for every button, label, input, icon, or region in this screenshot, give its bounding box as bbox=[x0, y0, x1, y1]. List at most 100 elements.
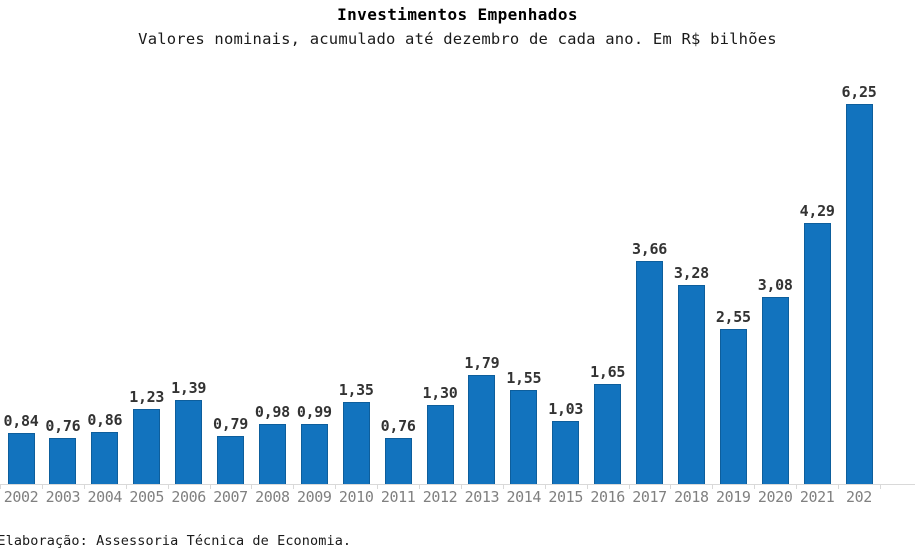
bar-rect[interactable] bbox=[803, 223, 831, 484]
x-axis-tick bbox=[0, 485, 2, 489]
x-tick-label-2003: 2003 bbox=[45, 488, 81, 506]
x-axis-tick bbox=[83, 485, 85, 489]
bar-rect[interactable] bbox=[258, 424, 286, 484]
bar-2004[interactable]: 0,86 bbox=[87, 411, 123, 484]
x-tick-label-2009: 2009 bbox=[297, 488, 332, 506]
x-axis-tick bbox=[41, 485, 43, 489]
x-tick-label-2004: 2004 bbox=[87, 488, 123, 506]
bar-value-label: 1,03 bbox=[548, 400, 584, 419]
bar-value-label: 0,79 bbox=[213, 414, 248, 433]
x-tick-label-2014: 2014 bbox=[506, 488, 542, 506]
bar-2018[interactable]: 3,28 bbox=[674, 264, 709, 484]
x-axis-tick bbox=[335, 485, 337, 489]
x-tick-label-2008: 2008 bbox=[255, 488, 290, 506]
bar-2011[interactable]: 0,76 bbox=[381, 417, 416, 484]
bar-value-label: 3,66 bbox=[632, 240, 667, 259]
bar-value-label: 1,65 bbox=[590, 362, 626, 381]
bar-2016[interactable]: 1,65 bbox=[590, 363, 625, 484]
bar-value-label: 2,55 bbox=[715, 307, 751, 326]
x-axis-tick bbox=[544, 485, 546, 489]
bar-2021[interactable]: 4,29 bbox=[800, 202, 835, 484]
bar-value-label: 0,84 bbox=[3, 411, 39, 430]
bar-rect[interactable] bbox=[342, 401, 370, 484]
bar-rect[interactable] bbox=[384, 437, 412, 484]
bar-2006[interactable]: 1,39 bbox=[171, 379, 206, 484]
bar-rect[interactable] bbox=[7, 432, 35, 484]
bar-rect[interactable] bbox=[636, 261, 663, 484]
bar-2008[interactable]: 0,98 bbox=[255, 403, 290, 484]
x-tick-label-2013: 2013 bbox=[464, 488, 500, 506]
bar-value-label: 0,86 bbox=[87, 410, 123, 429]
bar-value-label: 1,35 bbox=[338, 380, 374, 399]
bar-2005[interactable]: 1,23 bbox=[129, 388, 164, 484]
bar-rect[interactable] bbox=[845, 104, 873, 484]
bar-2020[interactable]: 3,08 bbox=[758, 276, 793, 484]
x-axis-tick bbox=[419, 485, 421, 489]
bar-2007[interactable]: 0,79 bbox=[213, 415, 248, 484]
bar-2002[interactable]: 0,84 bbox=[4, 412, 39, 484]
x-tick-label-2018: 2018 bbox=[674, 488, 709, 506]
bar-2015[interactable]: 1,03 bbox=[548, 400, 583, 484]
bar-2009[interactable]: 0,99 bbox=[297, 403, 332, 484]
plot-area: 0,84 0,76 0,86 1,23 1,39 0,79 0,98 0,99 1,35 0,76… bbox=[0, 60, 915, 489]
bar-value-label: 3,08 bbox=[757, 275, 793, 294]
bar-2012[interactable]: 1,30 bbox=[423, 384, 458, 484]
x-axis-tick bbox=[293, 485, 295, 489]
x-axis-tick bbox=[628, 485, 630, 489]
bar-value-label: 1,39 bbox=[171, 378, 207, 397]
x-axis-tick bbox=[712, 485, 714, 489]
x-tick-label-2017: 2017 bbox=[632, 488, 667, 506]
bar-value-label: 0,76 bbox=[380, 416, 416, 435]
bar-2014[interactable]: 1,55 bbox=[506, 369, 542, 484]
chart-title: Investimentos Empenhados bbox=[337, 5, 578, 24]
x-tick-label-2016: 2016 bbox=[590, 488, 625, 506]
bar-2022[interactable]: 6,25 bbox=[842, 83, 877, 484]
x-tick-label-2021: 2021 bbox=[799, 488, 835, 506]
x-axis-tick bbox=[460, 485, 462, 489]
x-axis-tick bbox=[670, 485, 672, 489]
x-axis-labels: 2002 2003 2004 2005 2006 2007 2008 2009 2010 2011… bbox=[0, 488, 915, 510]
bar-rect[interactable] bbox=[677, 284, 705, 484]
bar-rect[interactable] bbox=[761, 296, 789, 484]
bar-rect[interactable] bbox=[552, 421, 580, 484]
x-axis-line bbox=[0, 484, 915, 485]
x-tick-label-2010: 2010 bbox=[338, 488, 374, 506]
x-axis-tick bbox=[251, 485, 253, 489]
bar-rect[interactable] bbox=[594, 383, 622, 484]
bar-rect[interactable] bbox=[719, 328, 747, 484]
bar-rect[interactable] bbox=[300, 423, 328, 484]
x-tick-label-2020: 2020 bbox=[757, 488, 793, 506]
x-tick-label-2012: 2012 bbox=[422, 488, 458, 506]
bar-rect[interactable] bbox=[175, 399, 203, 484]
bar-rect[interactable] bbox=[133, 409, 161, 484]
x-tick-label-2005: 2005 bbox=[129, 488, 164, 506]
x-axis-tick bbox=[838, 485, 840, 489]
x-tick-label-2015: 2015 bbox=[548, 488, 583, 506]
x-tick-label-2022: 202 bbox=[846, 488, 872, 506]
bar-rect[interactable] bbox=[91, 431, 119, 484]
x-axis-tick bbox=[754, 485, 756, 489]
bar-rect[interactable] bbox=[49, 437, 77, 484]
bar-value-label: 6,25 bbox=[841, 83, 877, 101]
x-axis-tick bbox=[586, 485, 588, 489]
bar-2003[interactable]: 0,76 bbox=[45, 417, 81, 484]
bar-value-label: 3,28 bbox=[673, 263, 709, 282]
x-axis-tick bbox=[879, 485, 881, 489]
x-tick-label-2011: 2011 bbox=[380, 488, 416, 506]
x-axis-tick bbox=[125, 485, 127, 489]
bar-value-label: 4,29 bbox=[799, 202, 835, 221]
x-tick-label-2007: 2007 bbox=[213, 488, 248, 506]
bar-value-label: 0,76 bbox=[45, 416, 81, 435]
bar-2010[interactable]: 1,35 bbox=[339, 381, 374, 484]
bar-2017[interactable]: 3,66 bbox=[632, 240, 667, 484]
bar-rect[interactable] bbox=[426, 404, 454, 484]
bar-value-label: 1,55 bbox=[506, 368, 542, 387]
x-axis-tick bbox=[377, 485, 379, 489]
bar-2019[interactable]: 2,55 bbox=[716, 308, 751, 484]
bar-rect[interactable] bbox=[510, 389, 538, 484]
bar-value-label: 1,30 bbox=[422, 383, 458, 402]
bar-rect[interactable] bbox=[217, 435, 244, 484]
bar-rect[interactable] bbox=[468, 375, 496, 484]
bar-2013[interactable]: 1,79 bbox=[464, 354, 500, 484]
